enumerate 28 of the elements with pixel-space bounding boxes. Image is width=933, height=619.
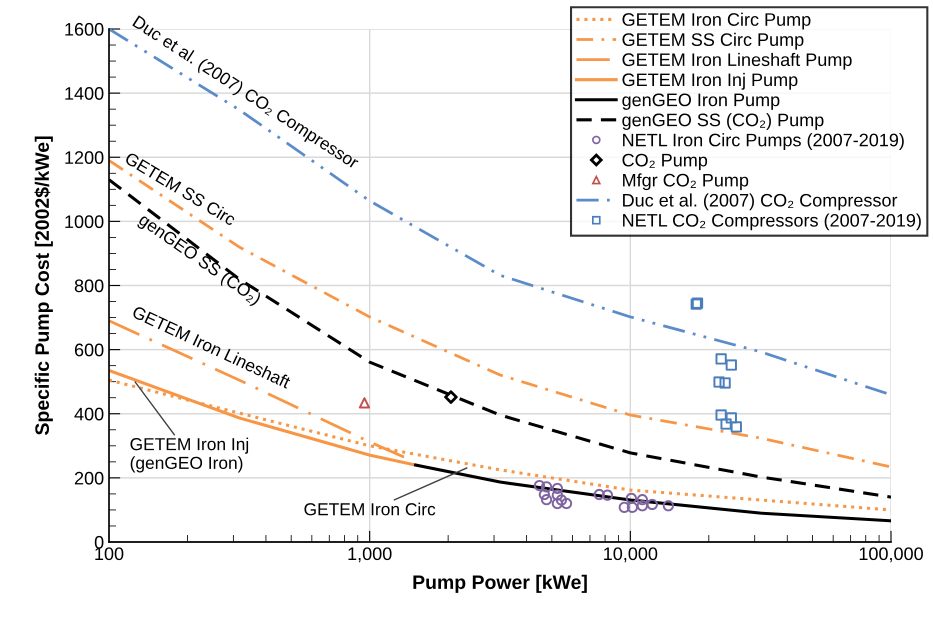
x-tick-label: 10,000 xyxy=(604,547,658,562)
y-tick-label: 400 xyxy=(74,408,104,420)
y-tick-label: 0 xyxy=(94,536,104,549)
legend-label: GETEM Iron Circ Pump xyxy=(622,12,810,30)
x-tick-label: 100,000 xyxy=(860,547,923,562)
legend-label: genGEO Iron Pump xyxy=(622,93,780,110)
legend-label: NETL CO₂ Compressors (2007-2019) xyxy=(623,213,921,230)
legend-label: GETEM Iron Inj Pump xyxy=(622,72,798,90)
y-tick-label: 1000 xyxy=(65,215,104,228)
y-tick-label: 200 xyxy=(74,472,104,485)
legend-label: NETL Iron Circ Pumps (2007-2019) xyxy=(623,133,904,150)
x-tick-label: 1,000 xyxy=(348,547,392,562)
legend-label: genGEO SS (CO₂) Pump xyxy=(622,113,824,130)
legend-label: CO₂ Pump xyxy=(622,154,708,170)
y-tick-label: 800 xyxy=(74,279,104,292)
legend-label: GETEM Iron Lineshaft Pump xyxy=(622,52,852,70)
x-axis-title: Pump Power [kWe] xyxy=(413,574,587,593)
legend-label: GETEM SS Circ Pump xyxy=(622,32,804,50)
annotation: GETEM Iron Inj (genGEO Iron) xyxy=(130,438,248,472)
annotation: GETEM Iron Circ xyxy=(304,502,436,516)
y-tick-label: 1600 xyxy=(65,22,104,36)
y-tick-label: 600 xyxy=(74,344,104,356)
y-tick-label: 1400 xyxy=(65,87,104,100)
y-tick-label: 1200 xyxy=(65,151,104,164)
y-axis-title: Specific Pump Cost [2002$/kWe] xyxy=(34,136,53,435)
x-tick-label: 100 xyxy=(95,547,124,560)
legend-label: Duc et al. (2007) CO₂ Compressor xyxy=(623,193,898,210)
legend-label: Mfgr CO₂ Pump xyxy=(623,173,748,190)
